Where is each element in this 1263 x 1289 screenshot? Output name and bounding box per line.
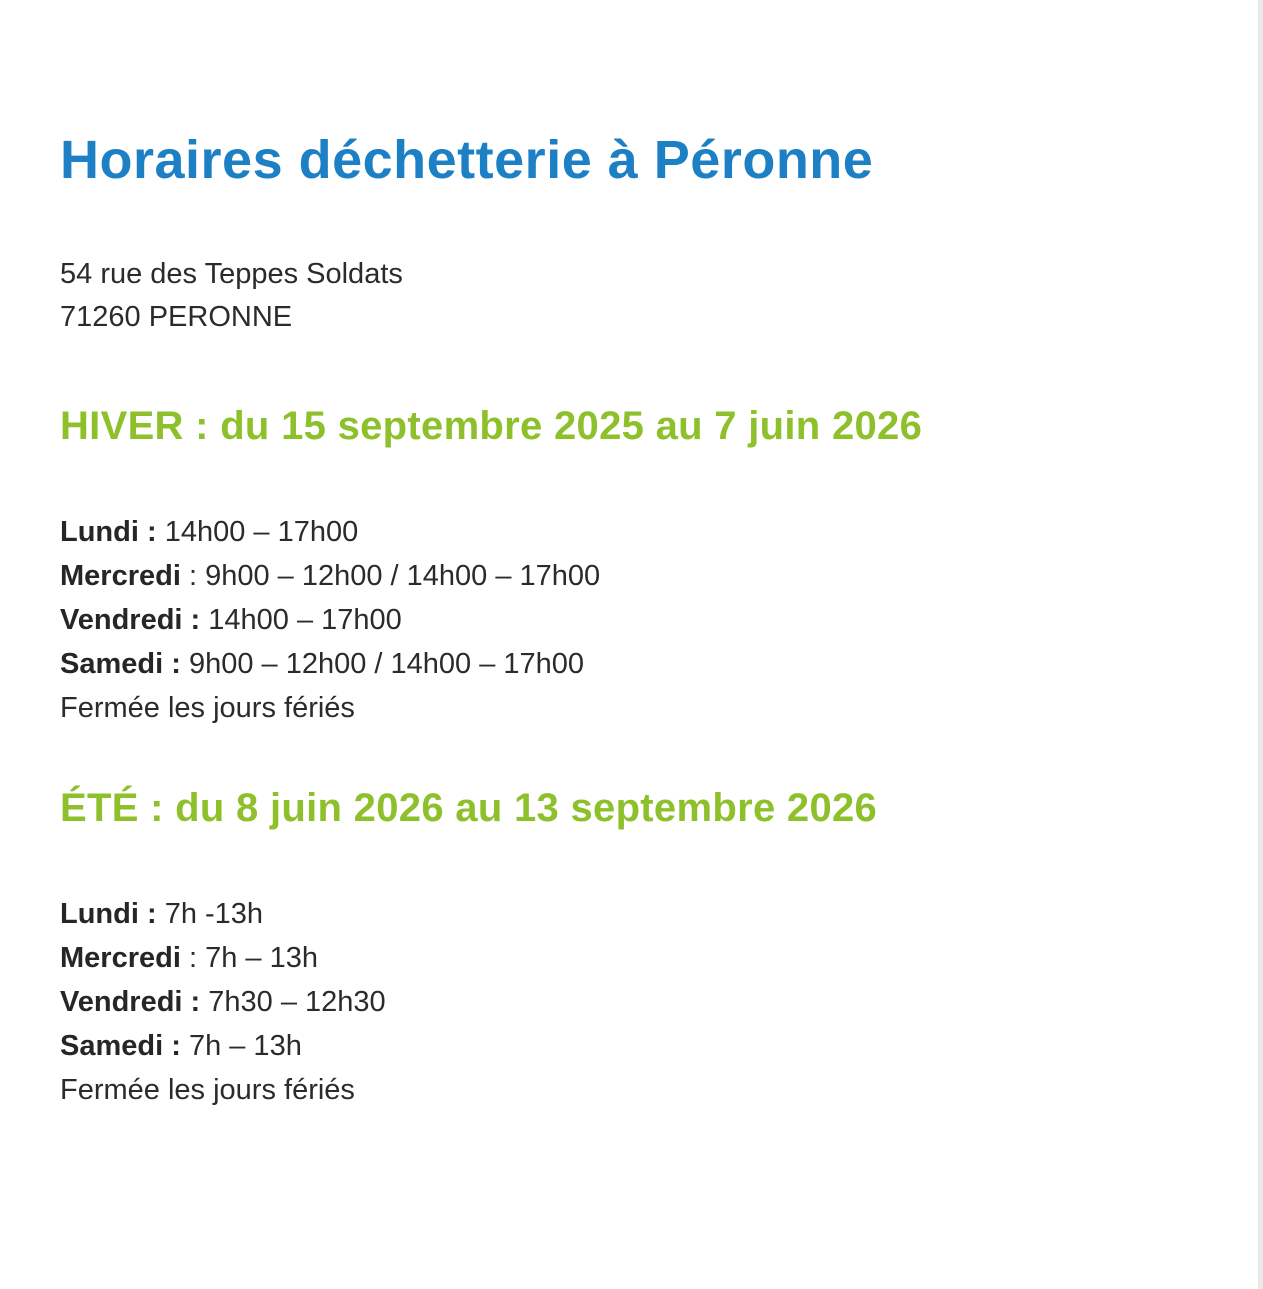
address-line-2: 71260 PERONNE [60,300,293,333]
hours-value: 9h00 – 12h00 / 14h00 – 17h00 [188,647,585,680]
address-line-1: 54 rue des Teppes Soldats [60,257,403,290]
scrollbar-track[interactable] [1258,0,1263,1289]
summer-section: ÉTÉ : du 8 juin 2026 au 13 septembre 202… [60,784,1193,1112]
day-label: Samedi : [60,647,181,680]
day-label: Vendredi : [60,603,201,636]
winter-schedule: Lundi : 14h00 – 17h00 Mercredi : 9h00 – … [60,510,1193,730]
holiday-note: Fermée les jours fériés [60,691,355,724]
schedule-row-saturday: Samedi : 9h00 – 12h00 / 14h00 – 17h00 [60,642,1193,686]
address-block: 54 rue des Teppes Soldats 71260 PERONNE [60,253,1193,339]
day-label: Mercredi [60,559,181,592]
day-label: Samedi : [60,1029,181,1062]
winter-heading: HIVER : du 15 septembre 2025 au 7 juin 2… [60,403,923,448]
hours-value: : 9h00 – 12h00 / 14h00 – 17h00 [188,559,601,592]
summer-schedule: Lundi : 7h -13h Mercredi : 7h – 13h Vend… [60,892,1193,1112]
page-title: Horaires déchetterie à Péronne [60,130,874,190]
schedule-row-monday: Lundi : 7h -13h [60,892,1193,936]
hours-value: 14h00 – 17h00 [208,603,402,636]
winter-section: HIVER : du 15 septembre 2025 au 7 juin 2… [60,402,1193,730]
content-area: Horaires déchetterie à Péronne 54 rue de… [60,130,1193,1112]
hours-value: 7h30 – 12h30 [208,985,386,1018]
schedule-row-wednesday: Mercredi : 7h – 13h [60,936,1193,980]
day-label: Vendredi : [60,985,201,1018]
schedule-row-wednesday: Mercredi : 9h00 – 12h00 / 14h00 – 17h00 [60,554,1193,598]
summer-heading: ÉTÉ : du 8 juin 2026 au 13 septembre 202… [60,785,878,830]
day-label: Mercredi [60,941,181,974]
day-label: Lundi : [60,515,157,548]
hours-value: : 7h – 13h [188,941,318,974]
schedule-row-saturday: Samedi : 7h – 13h [60,1024,1193,1068]
schedule-row-friday: Vendredi : 7h30 – 12h30 [60,980,1193,1024]
hours-value: 7h – 13h [188,1029,302,1062]
holiday-note: Fermée les jours fériés [60,1073,355,1106]
hours-value: 14h00 – 17h00 [164,515,359,548]
schedule-row-friday: Vendredi : 14h00 – 17h00 [60,598,1193,642]
schedule-row-monday: Lundi : 14h00 – 17h00 [60,510,1193,554]
day-label: Lundi : [60,897,157,930]
hours-value: 7h -13h [164,897,264,930]
